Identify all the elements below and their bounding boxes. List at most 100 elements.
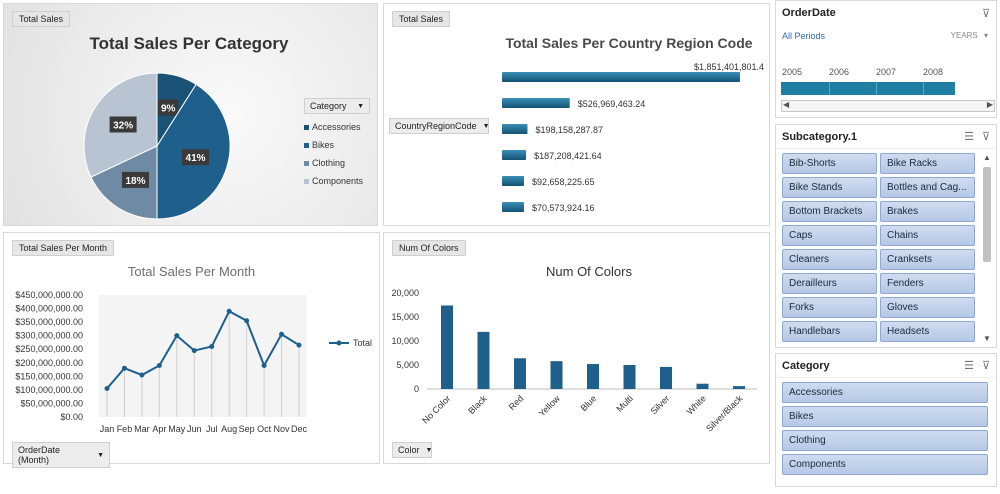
category-item[interactable]: Components [782,454,988,475]
data-point[interactable] [209,344,215,350]
color-filter[interactable]: Color ▼ [392,442,432,458]
country-bar[interactable] [502,72,740,82]
color-bar[interactable] [623,365,636,389]
timeline-level-select[interactable]: YEARS ▾ [951,31,988,40]
data-point[interactable] [261,362,267,368]
scrollbar-thumb[interactable] [983,167,991,262]
country-bar-chart[interactable]: $1,851,401,801.4 $526,969,463.24 $198,158,… [496,62,768,216]
subcategory-item[interactable]: Derailleurs [782,273,877,294]
month-chart-panel[interactable]: Total Sales Per Month Total Sales Per Mo… [3,232,380,468]
y-tick-label: 5,000 [396,360,419,370]
data-point[interactable] [156,362,162,368]
pie-data-label-bg [121,171,149,188]
subcategory-item[interactable]: Gloves [880,297,975,318]
country-bar[interactable] [502,202,524,212]
month-chart-tag[interactable]: Total Sales Per Month [12,240,115,256]
y-tick-label: $0.00 [60,412,83,422]
subcategory-item[interactable]: Cranksets [880,249,975,270]
country-chart-tag[interactable]: Total Sales [392,11,451,27]
colors-chart-panel[interactable]: Num Of Colors Num Of Colors 20,000 15,000… [383,232,770,464]
scroll-up-arrow-icon[interactable]: ▲ [983,153,991,162]
data-point[interactable] [191,348,197,354]
country-region-filter[interactable]: CountryRegionCode ▼ [389,118,490,134]
subcategory-item[interactable]: Bike Stands [782,177,877,198]
timeline-divider [923,82,924,95]
data-point[interactable] [226,308,232,314]
country-bar[interactable] [502,150,527,160]
legend-item: Components [304,172,372,190]
x-tick-label: Jan [100,424,115,434]
colors-chart-tag[interactable]: Num Of Colors [392,240,466,256]
scroll-right-arrow-icon[interactable]: ▶ [986,100,993,109]
data-point[interactable] [279,331,285,337]
color-bar[interactable] [587,364,599,389]
pie-chart-tag[interactable]: Total Sales [12,11,71,27]
colors-bar-chart[interactable]: 20,000 15,000 10,000 5,000 0No Color Black Red… [387,285,767,435]
subcategory-item[interactable]: Bottles and Cag... [880,177,975,198]
subcategory-scrollbar[interactable]: ▲ ▼ [981,153,993,343]
subcategory-item[interactable]: Cleaners [782,249,877,270]
clear-filter-icon[interactable]: ⊽ [981,360,990,372]
color-bar[interactable] [696,383,709,389]
subcategory-item[interactable]: Bike Racks [880,153,975,174]
orderdate-timeline[interactable]: OrderDate ⊽ All Periods YEARS ▾ 2005 2006… [775,0,997,118]
multi-select-icon[interactable]: ☰ [964,131,974,143]
color-bar[interactable] [441,305,453,389]
pie-chart-title: Total Sales Per Category [89,34,289,53]
subcategory-item[interactable]: Brakes [880,201,975,222]
subcategory-item[interactable]: Caps [782,225,877,246]
subcategory-slicer-header: Subcategory.1 ☰ ⊽ [776,125,996,149]
dropdown-arrow-icon: ▼ [425,446,433,454]
timeline-range-bar[interactable] [781,82,955,95]
data-point[interactable] [139,372,145,378]
month-line-chart[interactable]: $450,000,000.00 $400,000,000.00 $350,000,0… [7,285,377,445]
scroll-left-arrow-icon[interactable]: ◀ [783,100,790,109]
data-point[interactable] [121,365,127,371]
all-periods-link[interactable]: All Periods [782,31,826,41]
timeline-scrollbar[interactable]: ◀ ▶ [781,100,995,112]
data-point[interactable] [296,342,302,348]
timeline-year-label[interactable]: 2005 [782,67,803,77]
category-item[interactable]: Clothing [782,430,988,451]
color-bar[interactable] [660,366,672,389]
subcategory-item[interactable]: Bib-Shorts [782,153,877,174]
x-tick-label: No Color [420,393,452,425]
timeline-year-label[interactable]: 2008 [923,67,944,77]
country-bar-label: $526,969,463.24 [578,99,646,109]
country-bar[interactable] [502,98,570,108]
data-point[interactable] [174,333,180,339]
category-legend-filter[interactable]: Category ▼ [304,98,370,114]
color-bar[interactable] [733,386,745,389]
clear-filter-icon[interactable]: ⊽ [981,7,990,20]
pie-chart[interactable]: 9% 41% 18% 32% [77,66,237,226]
timeline-year-label[interactable]: 2006 [829,67,850,77]
data-point[interactable] [104,386,110,392]
scroll-down-arrow-icon[interactable]: ▼ [983,334,991,343]
color-bar[interactable] [514,358,526,389]
category-slicer[interactable]: Category ☰ ⊽ Accessories Bikes Clothing Com… [775,353,997,487]
timeline-year-label[interactable]: 2007 [876,67,897,77]
country-chart-panel[interactable]: Total Sales Total Sales Per Country Regi… [383,3,770,226]
subcategory-slicer[interactable]: Subcategory.1 ☰ ⊽ Bib-Shorts Bike Racks Bi… [775,124,997,348]
subcategory-item[interactable]: Bottom Brackets [782,201,877,222]
subcategory-item[interactable]: Fenders [880,273,975,294]
subcategory-item[interactable]: Forks [782,297,877,318]
subcategory-item[interactable]: Handlebars [782,321,877,342]
country-bar[interactable] [502,124,528,134]
color-bar[interactable] [477,331,490,389]
pie-chart-panel[interactable]: Total Sales Total Sales Per Category 9% 4… [3,3,378,226]
clear-filter-icon[interactable]: ⊽ [981,131,990,143]
data-point[interactable] [244,318,250,324]
orderdate-month-filter[interactable]: OrderDate (Month) ▼ [12,442,110,468]
color-bar[interactable] [550,361,563,389]
orderdate-timeline-header: OrderDate ⊽ [776,1,996,25]
subcategory-item[interactable]: Headsets [880,321,975,342]
multi-select-icon[interactable]: ☰ [964,360,974,372]
x-tick-label: Red [507,393,526,412]
series-line-total[interactable] [106,309,300,390]
category-item[interactable]: Accessories [782,382,988,403]
country-bar[interactable] [502,176,524,186]
category-item[interactable]: Bikes [782,406,988,427]
subcategory-item[interactable]: Chains [880,225,975,246]
month-chart-title: Total Sales Per Month [127,264,256,279]
